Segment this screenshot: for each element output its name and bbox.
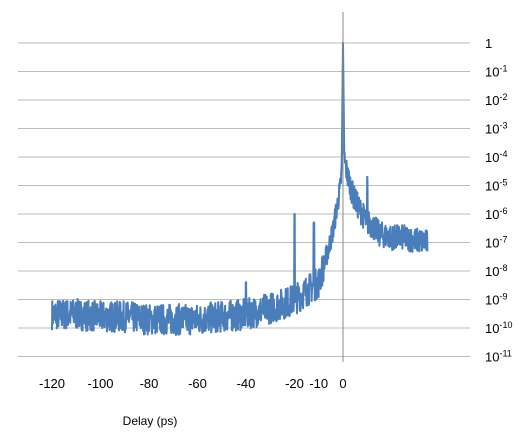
y-tick-label: 10-6 bbox=[485, 206, 507, 222]
y-tick-label: 10-11 bbox=[485, 349, 512, 365]
y-tick-label: 10-4 bbox=[485, 149, 507, 165]
series-line bbox=[51, 42, 429, 336]
x-tick-label: 0 bbox=[339, 376, 346, 391]
x-tick-label: -20 bbox=[285, 376, 304, 391]
x-tick-label: -80 bbox=[140, 376, 159, 391]
y-tick-label: 10-2 bbox=[485, 92, 507, 108]
x-tick-label: -10 bbox=[309, 376, 328, 391]
y-tick-labels: 1 10-1 10-2 10-3 10-4 10-5 10-6 10-7 10-8 10-9 10-… bbox=[485, 36, 512, 365]
y-tick-label: 10-9 bbox=[485, 292, 507, 308]
y-tick-label: 1 bbox=[485, 36, 492, 51]
y-tick-label: 10-10 bbox=[485, 320, 512, 336]
x-tick-label: -40 bbox=[237, 376, 256, 391]
y-tick-label: 10-5 bbox=[485, 178, 507, 194]
y-tick-label: 10-1 bbox=[485, 64, 507, 80]
y-tick-label: 10-8 bbox=[485, 263, 507, 279]
x-tick-labels: -120 -100 -80 -60 -40 -20 -10 0 bbox=[39, 376, 347, 391]
x-tick-label: -120 bbox=[39, 376, 65, 391]
y-tick-label: 10-3 bbox=[485, 121, 507, 137]
x-axis-title: Delay (ps) bbox=[123, 414, 178, 428]
y-tick-label: 10-7 bbox=[485, 235, 507, 251]
x-tick-label: -60 bbox=[188, 376, 207, 391]
x-tick-label: -100 bbox=[87, 376, 113, 391]
